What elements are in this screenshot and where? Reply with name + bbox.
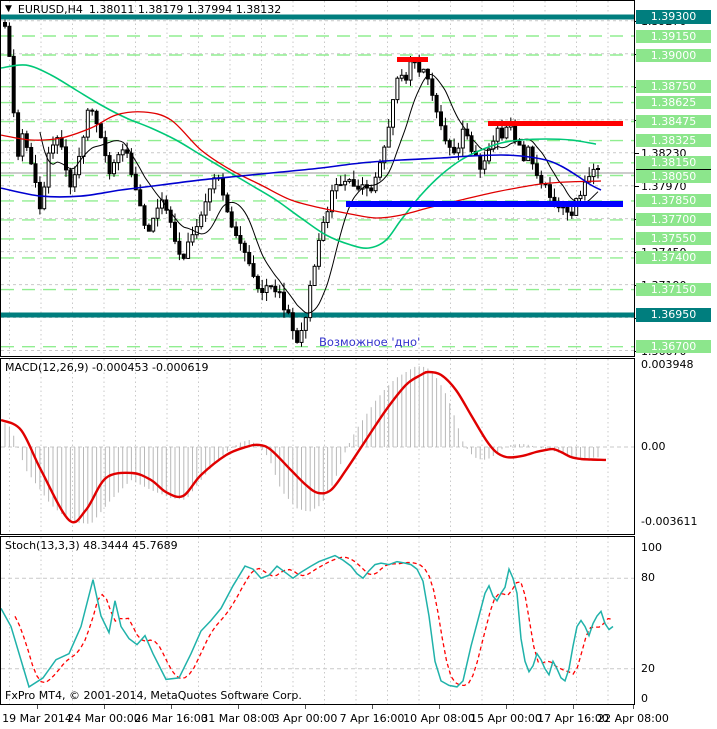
time-tick-mark xyxy=(573,705,574,709)
price-tick-mark xyxy=(635,185,639,187)
stoch-axis-label: 80 xyxy=(641,571,655,585)
time-tick-mark xyxy=(506,705,507,709)
annotation-possible-bottom: Возможное 'дно' xyxy=(319,335,420,349)
price-chart-canvas[interactable]: Возможное 'дно' xyxy=(1,1,634,356)
chart-menu-arrow-icon[interactable]: ▼ xyxy=(5,4,12,14)
time-tick-label: 26 Mar 16:00 xyxy=(134,712,208,725)
time-tick-label: 19 Mar 2014 xyxy=(2,712,72,725)
price-axis[interactable]: 1.392701.390101.387501.384901.382301.379… xyxy=(635,0,717,705)
fib-level-label: 1.37550 xyxy=(636,232,711,246)
fib-level-label: 1.38150 xyxy=(636,156,711,170)
time-tick-mark xyxy=(238,705,239,709)
fib-level-label: 1.39150 xyxy=(636,29,711,43)
fib-level-label: 1.36700 xyxy=(636,340,711,354)
time-tick-label: 22 Apr 08:00 xyxy=(597,712,669,725)
symbol-period-label: EURUSD,H4 xyxy=(17,3,83,16)
time-tick-label: 10 Apr 08:00 xyxy=(403,712,475,725)
stoch-axis-label: 100 xyxy=(641,541,662,554)
time-tick-mark xyxy=(37,705,38,709)
stochastic-label: Stoch(13,3,3) 48.3444 45.7689 xyxy=(5,539,178,552)
macd-chart-canvas[interactable] xyxy=(1,359,634,534)
fib-level-label: 1.37150 xyxy=(636,283,711,297)
time-tick-mark xyxy=(372,705,373,709)
time-tick-mark xyxy=(633,705,634,709)
macd-label: MACD(12,26,9) -0.000453 -0.000619 xyxy=(5,361,209,374)
fib-level-label: 1.39000 xyxy=(636,48,711,62)
stochastic-indicator-panel[interactable]: Stoch(13,3,3) 48.3444 45.7689 FxPro MT4,… xyxy=(0,536,635,705)
time-axis[interactable]: 19 Mar 2014 24 Mar 00:00 26 Mar 16:00 31 Ma… xyxy=(0,705,717,729)
fib-level-label: 1.37400 xyxy=(636,251,711,265)
time-tick-mark xyxy=(439,705,440,709)
macd-axis-label: 0.00 xyxy=(641,440,666,453)
price-tick-mark xyxy=(635,152,639,154)
fib-level-label: 1.38475 xyxy=(636,115,711,129)
bid-price-label: 1.38050 xyxy=(636,169,711,183)
stochastic-chart-canvas[interactable] xyxy=(1,537,634,704)
time-tick-label: 15 Apr 00:00 xyxy=(470,712,542,725)
time-tick-label: 24 Mar 00:00 xyxy=(67,712,141,725)
macd-axis-label: 0.003948 xyxy=(641,358,694,371)
ohlc-values: 1.38011 1.38179 1.37994 1.38132 xyxy=(88,3,282,16)
key-level-label: 1.36950 xyxy=(636,307,711,322)
main-price-chart-panel[interactable]: Возможное 'дно' ▼ EURUSD,H4 1.38011 1.38… xyxy=(0,0,635,357)
time-tick-mark xyxy=(171,705,172,709)
time-tick-label: 17 Apr 16:00 xyxy=(537,712,609,725)
stoch-axis-label: 0 xyxy=(641,692,648,705)
macd-indicator-panel[interactable]: MACD(12,26,9) -0.000453 -0.000619 xyxy=(0,358,635,535)
time-tick-mark xyxy=(305,705,306,709)
macd-axis-label: -0.003611 xyxy=(641,514,698,528)
fib-level-label: 1.38325 xyxy=(636,134,711,148)
fib-level-label: 1.38625 xyxy=(636,96,711,110)
fib-level-label: 1.38750 xyxy=(636,80,711,94)
copyright-text: FxPro MT4, © 2001-2014, MetaQuotes Softw… xyxy=(5,689,302,702)
time-tick-label: 7 Apr 16:00 xyxy=(339,712,405,725)
stoch-axis-label: 20 xyxy=(641,661,655,675)
time-tick-mark xyxy=(104,705,105,709)
fib-level-label: 1.37850 xyxy=(636,194,711,208)
chart-title-bar: ▼ EURUSD,H4 1.38011 1.38179 1.37994 1.38… xyxy=(5,3,281,16)
fib-level-label: 1.37700 xyxy=(636,213,711,227)
time-tick-label: 3 Apr 00:00 xyxy=(272,712,338,725)
time-tick-label: 31 Mar 08:00 xyxy=(201,712,275,725)
key-level-label: 1.39300 xyxy=(636,10,711,24)
